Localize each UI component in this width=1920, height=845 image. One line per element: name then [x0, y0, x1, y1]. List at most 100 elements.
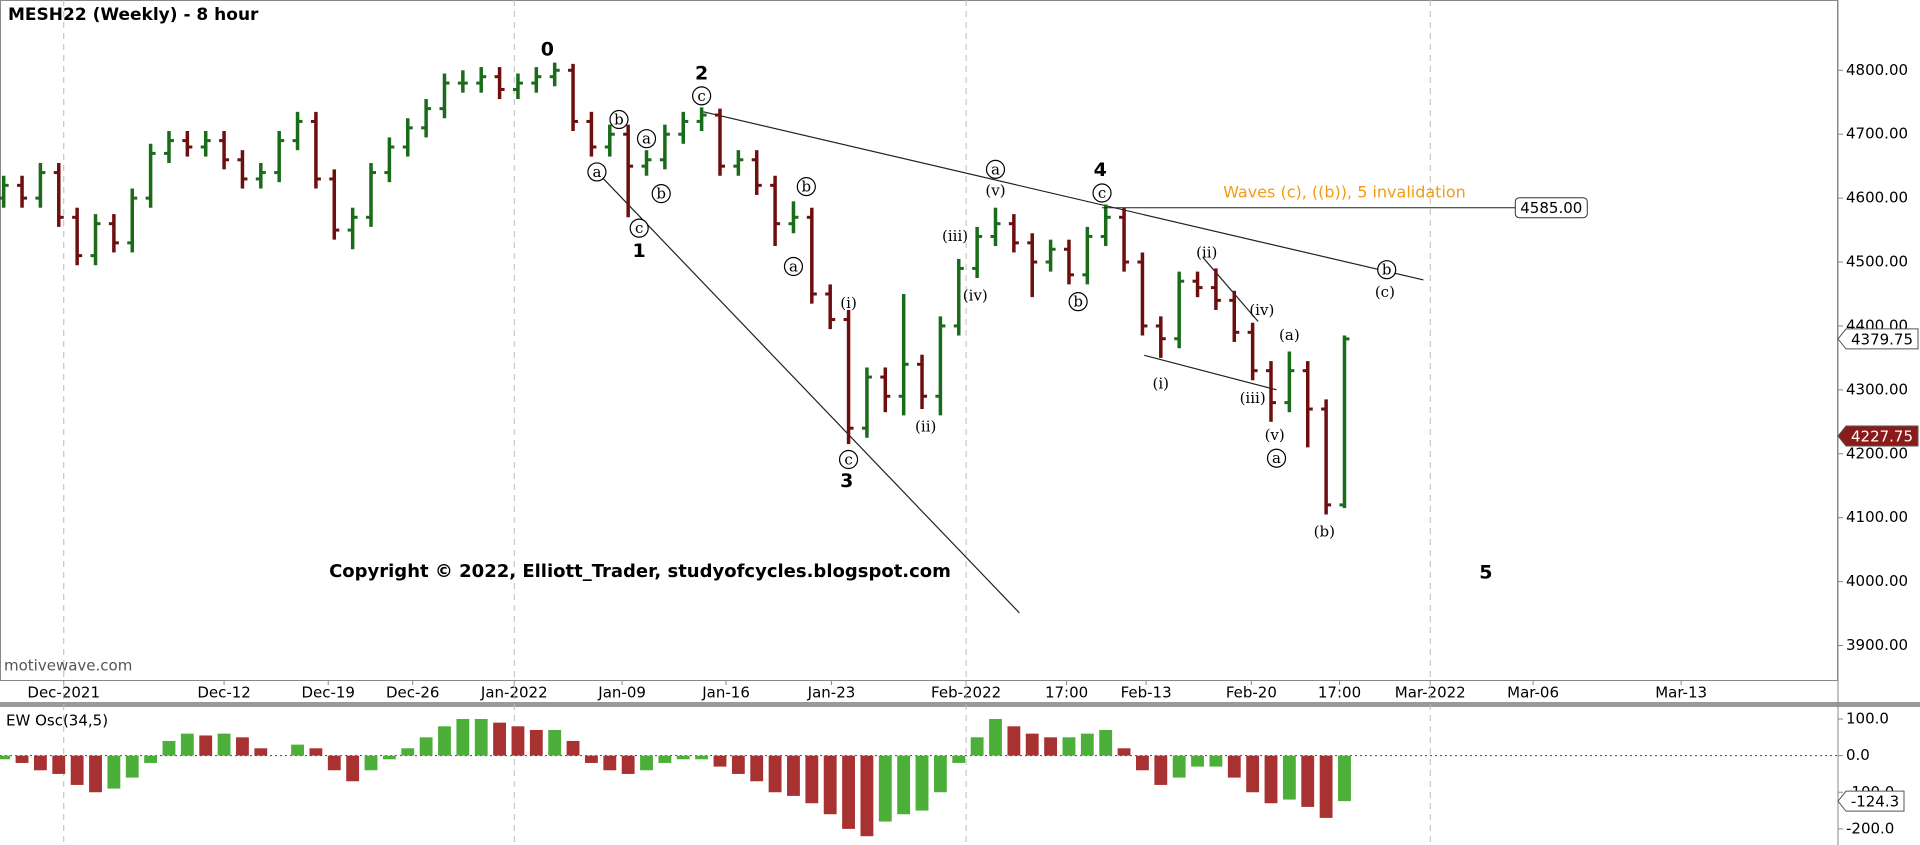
wave-label: b [656, 185, 666, 203]
osc-bar [713, 755, 727, 767]
wave-circle [985, 159, 1006, 179]
wave-label: 0 [541, 39, 554, 61]
osc-bar [750, 755, 764, 782]
wave-label: (i) [840, 294, 857, 312]
osc-bar [952, 755, 966, 763]
osc-bar [989, 718, 1002, 756]
osc-bar [15, 755, 29, 763]
osc-bar [933, 755, 947, 793]
last-value-box [1837, 790, 1905, 812]
x-tick-label: 17:00 [1045, 684, 1088, 702]
y-tick-label: 100.0 [1846, 709, 1889, 727]
osc-bar [970, 737, 984, 756]
osc-bar [676, 755, 690, 760]
y-tick-label: 4000.00 [1846, 572, 1908, 590]
wave-label: (b) [1314, 523, 1335, 541]
osc-bar [199, 735, 213, 756]
osc-bar [731, 755, 745, 774]
osc-bar [1319, 755, 1333, 818]
wave-label: 4 [1094, 159, 1107, 181]
y-tick-label: 4700.00 [1846, 125, 1908, 143]
osc-bar [346, 755, 360, 782]
wave-circle [1266, 448, 1287, 468]
last-value-label: -124.3 [1851, 793, 1899, 811]
wave-circle [629, 218, 649, 238]
invalidation-note: Waves (c), ((b)), 5 invalidation [1223, 183, 1466, 202]
osc-bar [695, 755, 709, 760]
x-tick-label: Mar-2022 [1395, 684, 1466, 702]
x-tick-label: Feb-2022 [931, 684, 1001, 702]
wave-label: a [789, 258, 798, 276]
osc-bar [1282, 755, 1296, 800]
wave-label: (v) [1265, 426, 1285, 444]
osc-bar [52, 755, 66, 774]
x-tick-label: Jan-23 [807, 684, 856, 702]
x-tick-label: Dec-2021 [27, 684, 100, 702]
x-tick-label: Mar-13 [1655, 684, 1707, 702]
osc-bar [89, 755, 102, 793]
oscillator-title: EW Osc(34,5) [6, 712, 108, 730]
osc-bar [474, 718, 488, 756]
osc-bar [584, 755, 598, 763]
invalidation-price: 4585.00 [1520, 199, 1582, 217]
y-tick-label: 4800.00 [1846, 61, 1908, 79]
x-tick-label: Jan-16 [701, 684, 750, 702]
osc-bar [493, 722, 507, 756]
osc-bar [842, 755, 855, 829]
wave-label: b [802, 178, 812, 196]
osc-bar [566, 740, 580, 756]
osc-bar [1172, 755, 1186, 778]
y-tick-label: 4200.00 [1846, 444, 1908, 462]
wave-label: (a) [1279, 326, 1300, 344]
x-tick-label: Feb-20 [1226, 684, 1277, 702]
osc-bar [291, 744, 304, 756]
wave-label: (iii) [942, 227, 968, 245]
osc-bar [511, 726, 525, 756]
osc-bar [70, 755, 84, 785]
wave-label: (ii) [915, 417, 936, 435]
x-tick-label: Dec-12 [197, 684, 251, 702]
osc-bar [805, 755, 819, 804]
watermark: motivewave.com [4, 657, 132, 675]
osc-bar [309, 748, 323, 756]
osc-bar [1227, 755, 1241, 778]
wave-label: a [1272, 449, 1281, 467]
osc-bar [254, 748, 268, 756]
osc-bar [878, 755, 892, 822]
osc-bar [1301, 755, 1315, 807]
wave-circle [692, 86, 712, 106]
y-tick-label: -200.0 [1846, 819, 1894, 837]
osc-bar [162, 740, 176, 756]
osc-bar [1191, 755, 1204, 767]
x-tick-label: 17:00 [1318, 684, 1361, 702]
x-tick-label: Feb-13 [1121, 684, 1172, 702]
osc-bar [860, 755, 874, 837]
wave-circle [636, 129, 657, 149]
last-price-box [1837, 328, 1919, 350]
osc-bar [1209, 755, 1223, 767]
wave-label: 3 [840, 470, 853, 492]
wave-label: (i) [1153, 374, 1170, 392]
wave-circle [796, 177, 816, 197]
osc-bar [1117, 748, 1131, 756]
trendline [596, 171, 1020, 614]
wave-label: a [592, 163, 601, 181]
invalidation-box [1514, 197, 1588, 219]
osc-bar [107, 755, 121, 789]
wave-circle [1068, 292, 1088, 312]
wave-label: (c) [1375, 283, 1395, 301]
osc-bar [787, 755, 800, 796]
osc-bar [1007, 726, 1021, 756]
osc-bar [33, 755, 47, 771]
osc-bar [1246, 755, 1260, 793]
wave-label: b [614, 111, 624, 129]
wave-label: a [991, 160, 1000, 178]
last-price-label: 4379.75 [1851, 330, 1913, 348]
y-tick-label: 4100.00 [1846, 508, 1908, 526]
osc-bar [125, 755, 139, 778]
osc-bar [438, 726, 451, 756]
wave-label: 5 [1479, 561, 1492, 583]
osc-bar [897, 755, 911, 815]
